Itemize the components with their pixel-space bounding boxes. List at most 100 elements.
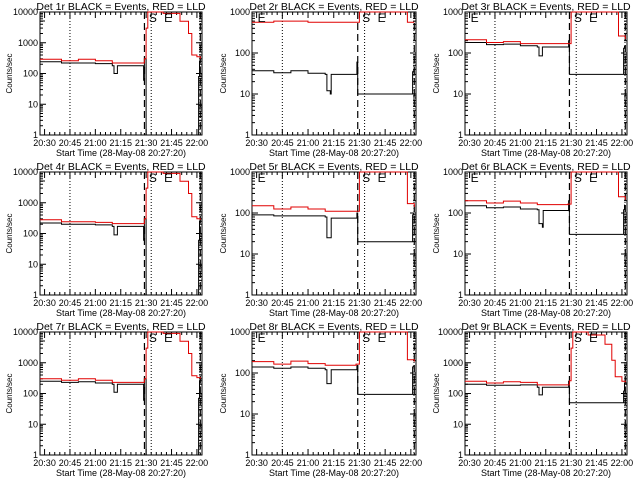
y-tick-label: 1000 — [18, 38, 38, 48]
x-tick-label: 21:45 — [585, 458, 608, 468]
events-series-line — [40, 58, 202, 136]
panel-det-3: Det 3r BLACK = Events, RED = LLD 1 10 100 10… — [432, 1, 633, 158]
interval-marker-E: E — [378, 171, 386, 185]
lld-series-line — [252, 11, 415, 23]
plot-frame — [251, 171, 417, 296]
x-tick-label: 21:15 — [109, 298, 132, 308]
events-series-line — [465, 380, 627, 404]
y-tick-label: 100 — [448, 208, 463, 218]
y-tick-label: 1 — [458, 130, 463, 140]
panel-title: Det 2r BLACK = Events, RED = LLD — [249, 1, 419, 13]
interval-marker-S: S — [362, 331, 370, 345]
x-tick-label: 20:45 — [59, 298, 82, 308]
x-axis-label: Start Time (28-May-08 20:27:20) — [481, 148, 611, 158]
x-tick-label: 21:30 — [560, 138, 583, 148]
y-tick-label: 100 — [23, 69, 38, 79]
events-series-line — [40, 378, 202, 456]
plot-frame — [251, 331, 417, 456]
x-tick-label: 21:30 — [348, 298, 371, 308]
y-tick-label: 10 — [453, 419, 463, 429]
interval-marker-S: S — [149, 171, 157, 185]
x-tick-label: 21:15 — [109, 458, 132, 468]
interval-marker-S: S — [362, 11, 370, 25]
x-tick-label: 20:45 — [271, 298, 294, 308]
x-tick-label: 20:30 — [458, 298, 481, 308]
x-tick-label: 20:30 — [33, 458, 56, 468]
interval-marker-E: E — [378, 11, 386, 25]
y-tick-label: 1 — [33, 450, 38, 460]
x-tick-label: 22:00 — [400, 138, 423, 148]
y-axis-label: Counts/sec — [219, 373, 228, 413]
y-tick-label: 1 — [245, 290, 250, 300]
plot-frame — [464, 331, 628, 456]
interval-marker-S: S — [362, 171, 370, 185]
panel-title: Det 7r BLACK = Events, RED = LLD — [36, 321, 206, 333]
y-tick-label: 100 — [235, 208, 250, 218]
interval-marker-E: E — [258, 171, 266, 185]
x-tick-label: 22:00 — [186, 298, 209, 308]
x-tick-label: 20:45 — [484, 138, 507, 148]
y-tick-label: 1 — [458, 450, 463, 460]
x-tick-label: 21:15 — [534, 458, 557, 468]
x-tick-label: 20:45 — [271, 458, 294, 468]
interval-marker-E: E — [589, 171, 597, 185]
x-tick-label: 21:30 — [135, 298, 158, 308]
y-tick-label: 10000 — [13, 327, 38, 337]
x-axis-label: Start Time (28-May-08 20:27:20) — [269, 468, 399, 478]
panel-title: Det 9r BLACK = Events, RED = LLD — [461, 321, 631, 333]
y-axis-label: Counts/sec — [432, 373, 441, 413]
panel-title: Det 3r BLACK = Events, RED = LLD — [461, 1, 631, 13]
x-tick-label: 21:00 — [509, 458, 532, 468]
plot-frame — [251, 11, 417, 136]
y-tick-label: 100 — [235, 368, 250, 378]
y-tick-label: 1 — [245, 130, 250, 140]
x-tick-label: 21:30 — [135, 458, 158, 468]
x-tick-label: 20:30 — [245, 138, 268, 148]
lld-series-line — [465, 331, 626, 386]
x-tick-label: 20:30 — [33, 298, 56, 308]
y-axis-label: Counts/sec — [432, 53, 441, 93]
x-tick-label: 21:00 — [297, 458, 320, 468]
events-series-line — [252, 61, 414, 95]
x-tick-label: 21:00 — [297, 298, 320, 308]
x-tick-label: 21:00 — [509, 138, 532, 148]
y-tick-label: 10 — [240, 409, 250, 419]
x-axis-label: Start Time (28-May-08 20:27:20) — [481, 468, 611, 478]
interval-marker-S: S — [149, 331, 157, 345]
interval-marker-E: E — [378, 331, 386, 345]
x-tick-label: 21:30 — [348, 458, 371, 468]
panel-title: Det 6r BLACK = Events, RED = LLD — [461, 161, 631, 173]
x-tick-label: 20:30 — [245, 458, 268, 468]
x-tick-label: 22:00 — [186, 458, 209, 468]
x-tick-label: 21:15 — [534, 138, 557, 148]
x-tick-label: 22:00 — [400, 458, 423, 468]
plot-frame — [39, 331, 203, 456]
y-tick-label: 1 — [458, 290, 463, 300]
plot-frame — [39, 171, 203, 296]
y-tick-label: 1 — [33, 130, 38, 140]
x-tick-label: 21:00 — [84, 458, 107, 468]
panel-det-7: Det 7r BLACK = Events, RED = LLD 1 10 100 10… — [5, 321, 208, 478]
y-tick-label: 1000 — [18, 358, 38, 368]
x-tick-label: 22:00 — [611, 138, 634, 148]
plot-frame — [464, 11, 628, 136]
y-tick-label: 1000 — [443, 358, 463, 368]
interval-bracket-marker — [39, 172, 45, 182]
x-tick-label: 21:45 — [160, 458, 183, 468]
x-tick-label: 20:45 — [59, 138, 82, 148]
y-tick-label: 10 — [28, 99, 38, 109]
y-axis-label: Counts/sec — [432, 213, 441, 253]
lld-series-line — [40, 331, 201, 383]
x-axis-label: Start Time (28-May-08 20:27:20) — [56, 148, 186, 158]
y-axis-label: Counts/sec — [219, 53, 228, 93]
x-tick-label: 20:45 — [59, 458, 82, 468]
interval-marker-S: S — [149, 11, 157, 25]
y-tick-label: 10000 — [438, 327, 463, 337]
events-series-line — [252, 212, 414, 243]
x-axis-label: Start Time (28-May-08 20:27:20) — [56, 308, 186, 318]
y-tick-label: 10 — [240, 89, 250, 99]
interval-marker-E: E — [258, 331, 266, 345]
x-tick-label: 20:45 — [484, 298, 507, 308]
y-tick-label: 10000 — [13, 167, 38, 177]
panel-det-6: Det 6r BLACK = Events, RED = LLD 1 10 100 10… — [432, 161, 633, 318]
